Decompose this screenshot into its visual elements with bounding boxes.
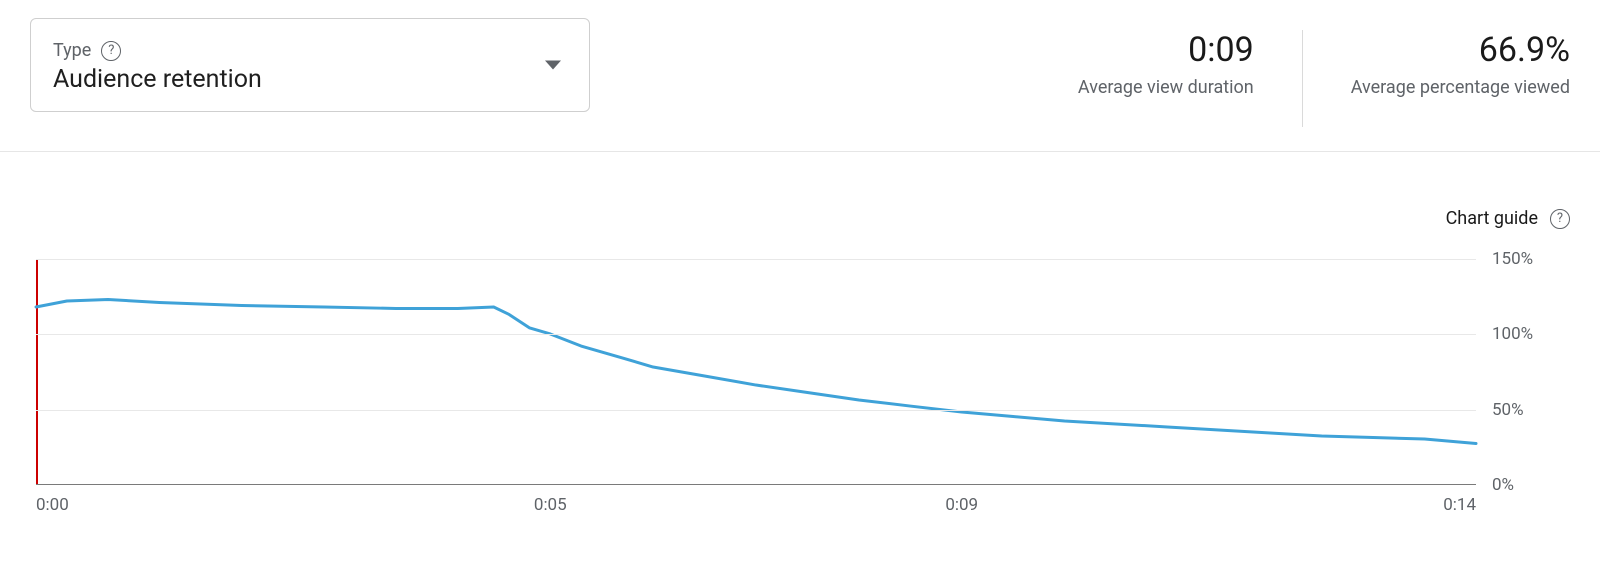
chart-y-tick-label: 100% (1492, 324, 1533, 344)
type-dropdown-value: Audience retention (53, 65, 567, 94)
chart-y-tick-label: 0% (1492, 475, 1514, 495)
chart-x-tick-label: 0:00 (36, 495, 69, 515)
header-spacer (590, 18, 1078, 151)
help-icon[interactable]: ? (1550, 209, 1570, 229)
chart-guide-row: Chart guide ? (0, 152, 1600, 239)
chart-guide-label[interactable]: Chart guide (1446, 208, 1538, 229)
metric-avg-view-duration: 0:09 Average view duration (1078, 18, 1254, 151)
chart-x-tick-label: 0:14 (1443, 495, 1476, 515)
metric-avg-pct-viewed-value: 66.9% (1479, 30, 1570, 71)
chart-gridline (36, 259, 1476, 260)
header-row: Type ? Audience retention 0:09 Average v… (0, 0, 1600, 152)
type-dropdown-label-row: Type ? (53, 40, 567, 61)
chart-y-tick-label: 50% (1492, 400, 1524, 420)
retention-chart: 0%50%100%150%0:000:050:090:14 (36, 259, 1570, 549)
chart-x-tick-label: 0:09 (945, 495, 978, 515)
chart-y-tick-label: 150% (1492, 249, 1533, 269)
type-dropdown[interactable]: Type ? Audience retention (30, 18, 590, 112)
metric-avg-pct-viewed-label: Average percentage viewed (1351, 77, 1570, 98)
chart-gridline (36, 410, 1476, 411)
type-dropdown-label: Type (53, 40, 91, 61)
chart-line-series (36, 259, 1476, 484)
chart-gridline (36, 334, 1476, 335)
chevron-down-icon (545, 61, 561, 70)
chart-x-tick-label: 0:05 (534, 495, 567, 515)
metric-avg-view-duration-label: Average view duration (1078, 77, 1254, 98)
metric-divider (1302, 30, 1303, 127)
help-icon[interactable]: ? (101, 41, 121, 61)
metric-avg-view-duration-value: 0:09 (1188, 30, 1254, 71)
chart-plot-area[interactable] (36, 259, 1476, 485)
metric-avg-pct-viewed: 66.9% Average percentage viewed (1351, 18, 1570, 151)
